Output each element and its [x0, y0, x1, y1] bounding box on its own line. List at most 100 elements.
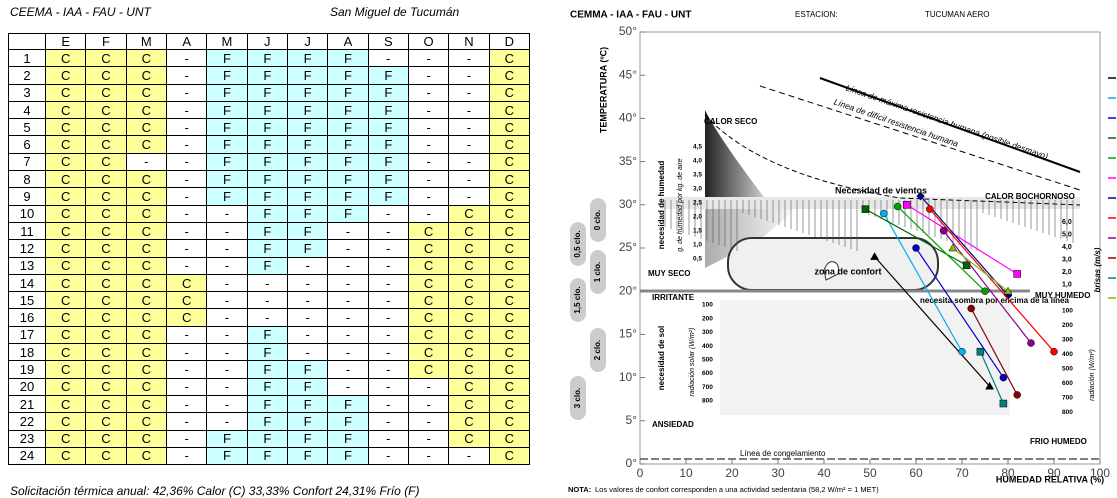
table-row: 23 C C C - F F F F - - C C: [8, 429, 531, 448]
cell: F: [246, 429, 288, 448]
y-tick-label: 10°: [619, 370, 637, 384]
marker: [870, 252, 880, 260]
table-title: CEEMA - IAA - FAU - UNT: [10, 5, 151, 19]
annotation: necesidad de sol: [657, 326, 666, 390]
cell: C: [85, 429, 127, 448]
cell: C: [407, 360, 450, 379]
cell: C: [125, 377, 167, 396]
cell: F: [286, 100, 329, 120]
cell: -: [367, 273, 409, 293]
cell: C: [44, 394, 87, 414]
cell: C: [44, 446, 87, 466]
cell: -: [327, 360, 369, 379]
note-label: NOTA:: [568, 485, 591, 494]
cell: C: [85, 291, 127, 310]
cell: C: [448, 429, 490, 448]
cell: F: [206, 446, 248, 466]
series-line: [952, 247, 1009, 292]
cell: C: [407, 221, 450, 241]
clo-label: 1,5 clo.: [573, 286, 582, 313]
cell: C: [44, 412, 87, 431]
cell: -: [407, 377, 450, 396]
humidity-zone: [705, 205, 800, 268]
cell: F: [327, 412, 369, 431]
marker: [1013, 391, 1021, 399]
cell: C: [488, 291, 531, 310]
cell: C: [488, 377, 531, 396]
marker: [958, 347, 966, 356]
cell: F: [206, 118, 248, 137]
marker: [1013, 270, 1021, 278]
cell: -: [206, 394, 248, 414]
x-axis-title: HUMEDAD RELATIVA (%): [996, 474, 1104, 484]
cell: C: [125, 83, 167, 102]
cell: -: [448, 152, 490, 172]
cell: C: [165, 273, 208, 293]
cell: F: [367, 187, 409, 206]
cell: C: [85, 256, 127, 275]
cell: F: [246, 135, 288, 154]
cell: F: [286, 204, 329, 223]
dry-zone: [705, 110, 770, 205]
table-row: 14 C C C C - - - - - C C C: [8, 273, 531, 293]
table-row: 13 C C C - - F - - - C C C: [8, 256, 531, 275]
y-tick-label: 35°: [619, 154, 637, 168]
radiation-mark: 700: [1062, 395, 1073, 402]
cell: -: [407, 118, 450, 137]
cell: F: [286, 83, 329, 102]
cell: C: [85, 446, 127, 466]
breeze-mark: 1,0: [1062, 281, 1072, 288]
cell: F: [246, 48, 288, 68]
cell: C: [448, 239, 490, 258]
annotation: necesita sombra por encima de la línea: [920, 296, 1070, 305]
marker: [999, 399, 1008, 408]
cell: F: [286, 135, 329, 154]
cell: C: [488, 308, 531, 327]
x-tick-label: 10: [679, 466, 693, 480]
y-tick-label: 5°: [626, 413, 638, 427]
annotation: FRIO HUMEDO: [1030, 437, 1087, 446]
cell: F: [327, 83, 369, 102]
table-row: 19 C C C - - F F - - C C C: [8, 360, 531, 379]
cell: C: [44, 377, 87, 396]
clo-pill: [570, 278, 586, 322]
cell: C: [488, 170, 531, 189]
series-line: [920, 195, 1009, 296]
cell: F: [286, 446, 329, 466]
cell: C: [448, 273, 490, 293]
column-header: A: [327, 33, 369, 50]
cell: F: [206, 66, 248, 85]
series-line: [897, 206, 986, 292]
marker: [939, 226, 948, 235]
station: TUCUMAN AERO: [925, 10, 989, 19]
cell: C: [44, 429, 87, 448]
cell: C: [44, 152, 87, 172]
cell: C: [125, 273, 167, 293]
cell: C: [125, 204, 167, 223]
cell: -: [448, 135, 490, 154]
cell: F: [367, 66, 409, 85]
cell: C: [448, 308, 490, 327]
solar-mark: 200: [702, 315, 713, 322]
cell: F: [367, 170, 409, 189]
cell: -: [165, 394, 208, 414]
cell: C: [85, 187, 127, 206]
cell: F: [327, 100, 369, 120]
cell: C: [44, 187, 87, 206]
cell: C: [488, 152, 531, 172]
column-header: O: [407, 33, 450, 50]
cell: F: [286, 48, 329, 68]
cell: -: [367, 48, 409, 68]
marker: [1003, 286, 1013, 295]
x-tick-label: 80: [1001, 466, 1015, 480]
cell: C: [488, 239, 531, 258]
column-header: A: [165, 33, 208, 50]
cell: F: [246, 66, 288, 85]
clo-label: 1 clo.: [593, 262, 602, 282]
cell: C: [125, 118, 167, 137]
marker: [999, 373, 1008, 382]
humidity-mark: 3,0: [693, 186, 702, 193]
